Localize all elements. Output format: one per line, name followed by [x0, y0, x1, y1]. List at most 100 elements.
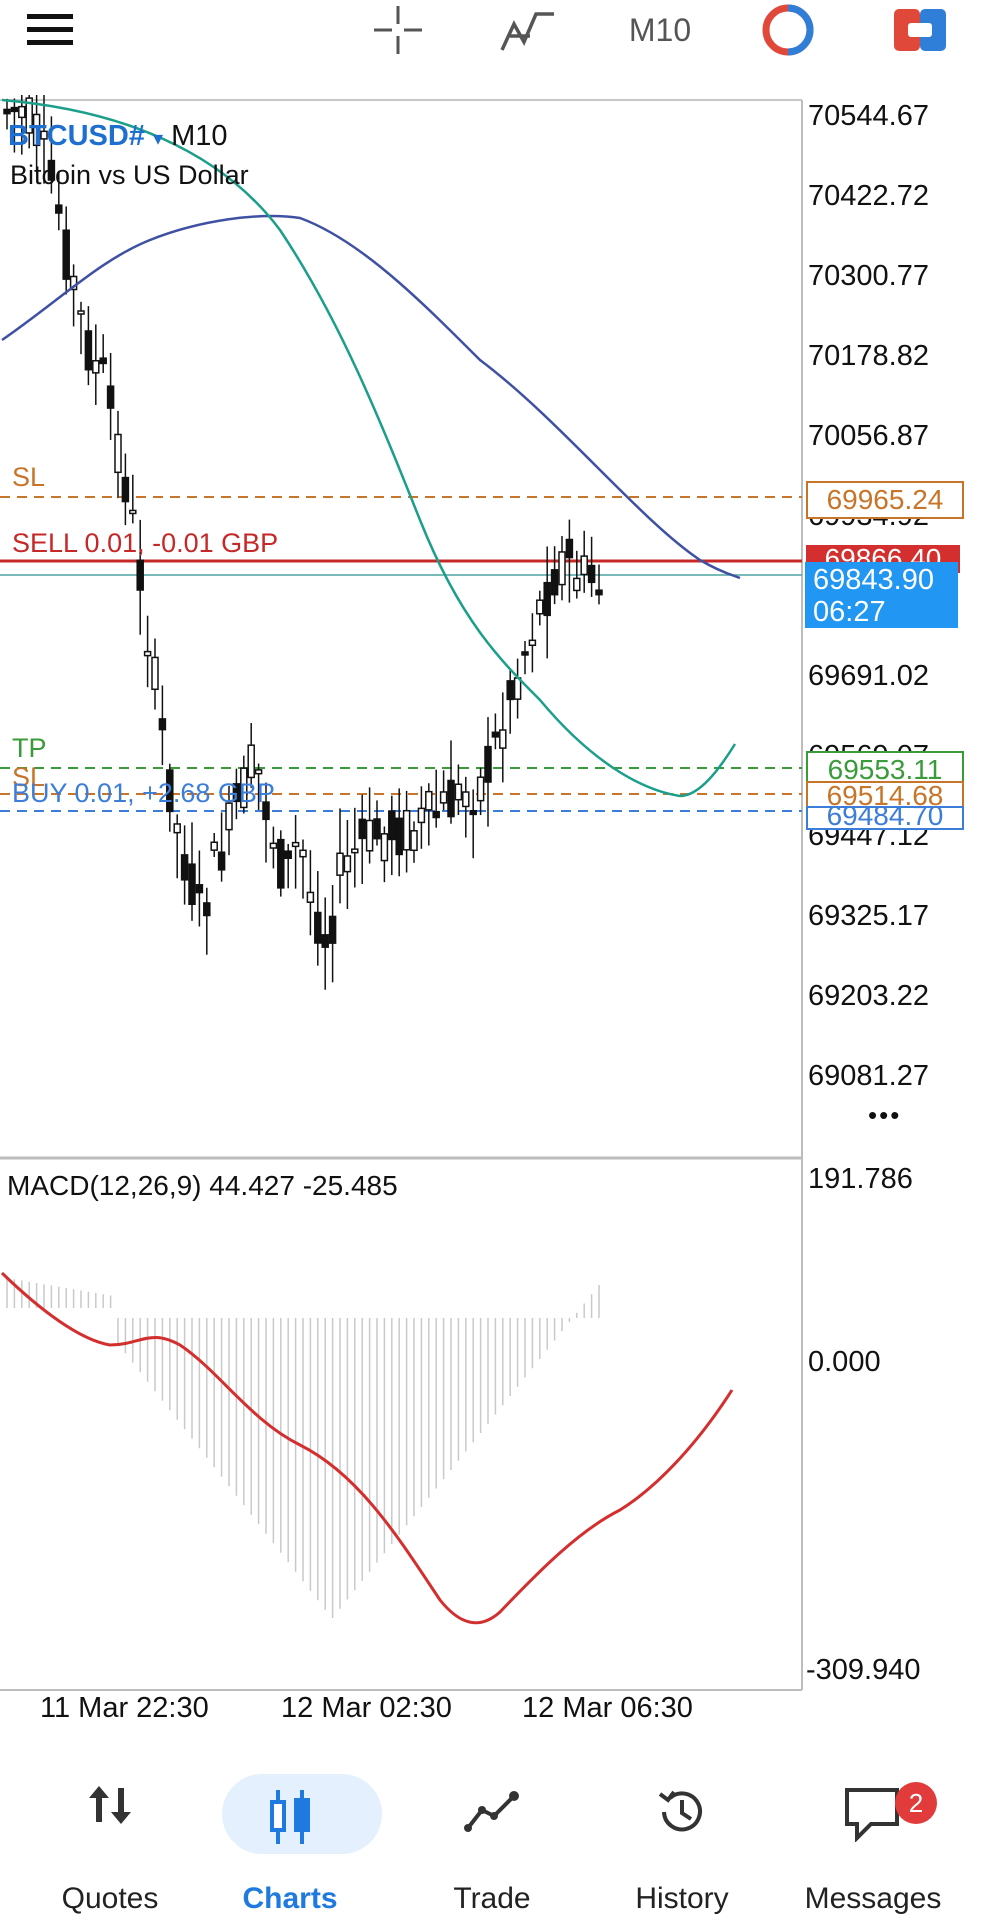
candle-bearish [328, 915, 337, 944]
candle-bullish [225, 802, 233, 831]
candle-bearish [55, 204, 63, 214]
sell-position-label[interactable]: SELL 0.01, -0.01 GBP [12, 528, 279, 558]
tp-label[interactable]: TP [12, 733, 47, 763]
candle-bearish [373, 818, 381, 840]
messages-icon [843, 1786, 903, 1847]
time-axis-label: 12 Mar 02:30 [281, 1692, 452, 1724]
price-axis-label: 70544.67 [808, 100, 929, 132]
timeframe-button[interactable]: M10 [615, 0, 705, 60]
candle-bearish [195, 884, 204, 894]
bid-price: 69843.90 [813, 564, 934, 596]
candle-bullish [210, 841, 218, 851]
candle-bullish [343, 855, 352, 873]
macd-label: MACD(12,26,9) 44.427 -25.485 [7, 1170, 398, 1201]
candle-bullish [25, 97, 33, 134]
candle-bullish [254, 769, 263, 775]
candle-bullish [240, 767, 248, 809]
candle-bearish [262, 801, 270, 821]
more-icon[interactable]: ••• [868, 1100, 902, 1130]
fast-ma-line [1, 98, 737, 798]
symbol-timeframe: M10 [171, 120, 228, 152]
macd-axis-top: 191.786 [808, 1163, 913, 1195]
candle-bullish [173, 823, 181, 834]
price-axis-label: 70056.87 [808, 420, 929, 452]
candle-bearish [565, 538, 574, 559]
candle-bearish [3, 108, 11, 115]
time-axis-label: 12 Mar 06:30 [522, 1692, 693, 1724]
bottom-navigation: Quotes Charts Trade History 2 Messages [0, 1760, 985, 1920]
candle-bearish [314, 911, 322, 944]
candle-bullish [114, 433, 122, 474]
candle-bullish [410, 830, 418, 852]
sl-upper-price-tag[interactable]: 69965.24 [806, 481, 964, 519]
macd-signal-line [0, 1271, 734, 1625]
price-chart[interactable] [0, 95, 985, 1695]
candle-bearish [484, 745, 492, 783]
charts-icon [268, 1790, 312, 1849]
candle-bearish [62, 229, 70, 280]
candle-bearish [121, 476, 130, 503]
candle-bearish [136, 559, 144, 591]
nav-trade[interactable]: Trade [402, 1760, 582, 1920]
candle-bearish [232, 783, 241, 803]
candle-bearish [158, 718, 167, 731]
candle-bullish [536, 599, 544, 615]
indicator-icon[interactable] [498, 0, 558, 60]
crosshair-icon[interactable] [368, 0, 428, 60]
price-axis-label: 69203.22 [808, 980, 929, 1012]
one-click-icon[interactable] [758, 0, 818, 60]
quotes-icon [87, 1782, 133, 1833]
nav-messages[interactable]: 2 Messages [783, 1760, 963, 1920]
candle-bearish [277, 838, 285, 889]
buy-price-tag[interactable]: 69484.70 [806, 806, 964, 830]
symbol-name[interactable]: BTCUSD# [8, 120, 145, 152]
candle-bearish [587, 564, 596, 584]
candle-bearish [166, 769, 174, 813]
menu-icon[interactable] [20, 0, 80, 60]
bar-timer: 06:27 [813, 596, 886, 628]
sl-upper-label[interactable]: SL [12, 462, 46, 492]
nav-label-trade: Trade [453, 1882, 531, 1915]
nav-history[interactable]: History [592, 1760, 772, 1920]
candle-bullish [299, 849, 307, 858]
bid-price-tag: 69843.90 06:27 [805, 562, 958, 628]
nav-charts[interactable]: Charts [200, 1760, 382, 1920]
nav-quotes[interactable]: Quotes [20, 1760, 200, 1920]
candle-bullish [32, 113, 41, 147]
symbol-dropdown-icon[interactable]: ▾ [153, 128, 164, 150]
candle-bearish [47, 159, 56, 181]
price-axis-label: 69081.27 [808, 1060, 929, 1092]
candle-bullish [580, 555, 588, 576]
candle-bearish [395, 817, 403, 856]
buy-position-label[interactable]: BUY 0.01, +2.68 GBP [12, 778, 275, 808]
candle-bearish [595, 589, 603, 596]
candle-bearish [217, 851, 226, 871]
candle-bullish [143, 650, 152, 657]
candle-bearish [550, 569, 559, 596]
candle-bullish [365, 819, 374, 852]
candle-bullish [439, 791, 448, 804]
candle-bullish [18, 105, 26, 119]
candle-bullish [573, 577, 581, 592]
candle-bearish [10, 106, 19, 113]
symbol-header: BTCUSD# ▾ M10 [8, 120, 228, 153]
price-axis-label: 70422.72 [808, 180, 929, 212]
top-toolbar: M10 [0, 0, 985, 100]
candle-bearish [99, 357, 107, 365]
candle-bullish [40, 130, 48, 140]
candle-bullish [528, 639, 537, 647]
macd-axis-zero: 0.000 [808, 1346, 881, 1378]
candle-bullish [499, 729, 507, 749]
candle-bearish [447, 779, 455, 818]
sl-lower-label[interactable]: SL [12, 762, 46, 792]
candle-bullish [380, 833, 389, 862]
slow-ma-line [1, 214, 741, 580]
candle-bearish [180, 854, 189, 881]
candle-bearish [432, 810, 440, 819]
trade-panel-icon[interactable] [890, 0, 950, 60]
candle-bearish [521, 651, 529, 656]
candle-bearish [188, 863, 196, 906]
candle-bullish [129, 509, 137, 515]
nav-label-messages: Messages [804, 1882, 942, 1915]
candle-bearish [321, 934, 329, 948]
